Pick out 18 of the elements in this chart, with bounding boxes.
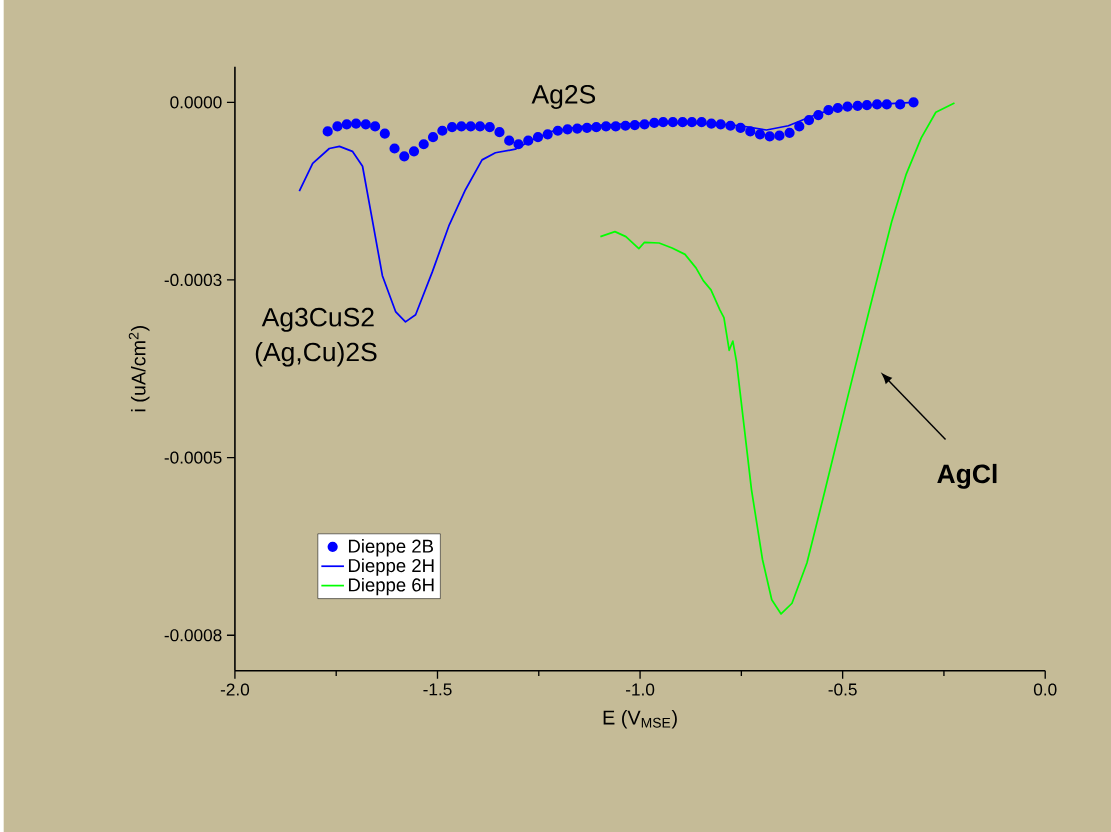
legend-label: Dieppe 2B [348,539,434,557]
x-tick-label: -1.5 [423,683,452,696]
x-axis-title: E (V$_{MSE}$) [603,709,677,729]
annotation: Ag2S [531,84,596,109]
annotation: AgCl [937,463,997,489]
annotation: Ag3CuS2 [261,307,374,332]
y-tick-label: 0.0000 [170,96,222,109]
legend-label: Dieppe 6H [348,577,434,596]
y-tick-label: -0.0005 [164,451,222,464]
y-tick-label: -0.0008 [164,629,222,642]
x-tick-label: -1.0 [626,683,655,696]
y-axis-title: i (uA/cm$^{2}$) [128,325,150,412]
x-tick-label: -2.0 [220,683,250,696]
y-tick-label: -0.0003 [164,273,222,286]
legend-label: Dieppe 2H [348,558,434,576]
annotation: (Ag,Cu)2S [255,341,377,367]
x-tick-label: 0.0 [1033,683,1057,696]
x-tick-label: -0.5 [828,683,857,696]
